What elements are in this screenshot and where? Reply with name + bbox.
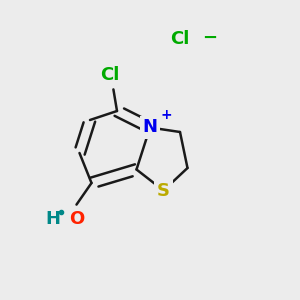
Text: O: O — [69, 210, 84, 228]
Text: H: H — [45, 210, 60, 228]
Text: Cl: Cl — [170, 30, 190, 48]
Text: Cl: Cl — [100, 66, 119, 84]
Text: +: + — [161, 108, 172, 122]
Text: N: N — [142, 118, 158, 136]
Text: S: S — [157, 182, 170, 200]
Text: −: − — [202, 28, 217, 46]
